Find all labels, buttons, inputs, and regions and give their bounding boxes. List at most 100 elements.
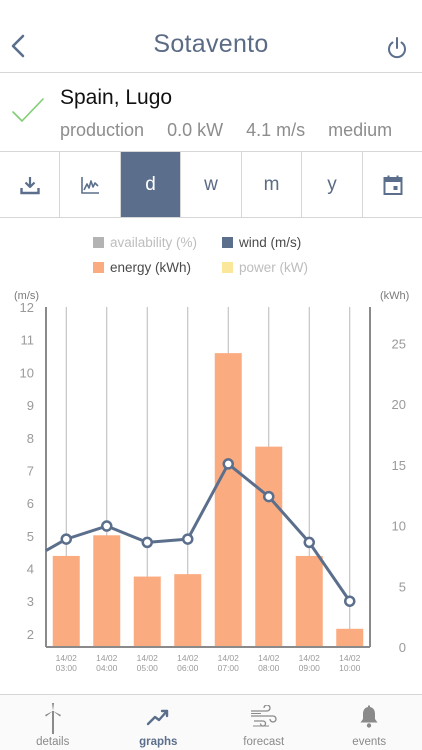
wind-point bbox=[182, 533, 194, 545]
wind-point bbox=[344, 595, 356, 607]
energy-bar bbox=[133, 576, 161, 647]
x-tick-date: 14/02 bbox=[218, 653, 240, 663]
energy-bar bbox=[52, 555, 80, 647]
legend-availability[interactable]: availability (%) bbox=[93, 235, 197, 250]
left-tick-label: 11 bbox=[21, 333, 35, 348]
wind-value: 4.1 m/s bbox=[246, 120, 306, 140]
tab-events[interactable]: events bbox=[317, 695, 422, 750]
wind-turbine-icon bbox=[44, 703, 61, 734]
wind-point bbox=[101, 520, 113, 532]
wind-point bbox=[222, 458, 234, 470]
chevron-left-icon bbox=[11, 34, 25, 58]
x-tick-date: 14/02 bbox=[299, 653, 321, 663]
energy-bar bbox=[295, 555, 323, 647]
energy-bar bbox=[255, 446, 283, 647]
check-icon bbox=[12, 98, 44, 122]
energy-bar bbox=[336, 628, 364, 647]
tab-details[interactable]: details bbox=[0, 695, 106, 750]
right-tick-label: 10 bbox=[392, 519, 406, 534]
left-tick-label: 5 bbox=[27, 529, 34, 544]
left-tick-label: 10 bbox=[20, 365, 34, 380]
power-button[interactable] bbox=[384, 34, 410, 62]
left-tick-label: 12 bbox=[20, 300, 34, 315]
left-tick-label: 3 bbox=[27, 594, 34, 609]
back-button[interactable] bbox=[6, 28, 30, 64]
right-tick-label: 0 bbox=[399, 640, 406, 655]
x-tick-time: 07:00 bbox=[218, 663, 240, 673]
calendar-icon bbox=[383, 175, 402, 195]
wind-point bbox=[263, 490, 275, 503]
bell-icon bbox=[360, 705, 378, 728]
x-tick-time: 05:00 bbox=[137, 663, 159, 673]
level-value: medium bbox=[328, 120, 393, 140]
x-tick-date: 14/02 bbox=[339, 653, 361, 663]
tab-graphs[interactable]: graphs bbox=[106, 695, 212, 750]
left-tick-label: 4 bbox=[27, 562, 34, 577]
legend-power-label: power (kW) bbox=[239, 260, 309, 275]
legend-wind[interactable]: wind (m/s) bbox=[222, 235, 301, 250]
x-tick-time: 04:00 bbox=[96, 663, 118, 673]
page-title: Sotavento bbox=[153, 30, 269, 58]
site-name: Spain, Lugo bbox=[60, 86, 173, 109]
site-stats: production 0.0 kW 4.1 m/s medium bbox=[60, 120, 422, 141]
legend-power[interactable]: power (kW) bbox=[222, 260, 308, 275]
right-tick-label: 25 bbox=[392, 336, 406, 351]
tab-year[interactable]: y bbox=[302, 152, 363, 217]
right-unit-label: (kWh) bbox=[380, 290, 409, 302]
left-tick-label: 7 bbox=[27, 463, 34, 478]
app-header: Sotavento bbox=[0, 0, 422, 73]
x-tick-time: 09:00 bbox=[299, 663, 321, 673]
x-tick-date: 14/02 bbox=[177, 653, 199, 663]
left-unit-label: (m/s) bbox=[14, 290, 39, 302]
chart-type-button[interactable] bbox=[60, 152, 121, 217]
power-icon bbox=[388, 37, 406, 59]
x-tick-time: 03:00 bbox=[56, 663, 78, 673]
wind-point bbox=[60, 533, 72, 545]
x-tick-date: 14/02 bbox=[258, 653, 280, 663]
right-tick-label: 15 bbox=[392, 458, 406, 473]
download-button[interactable] bbox=[0, 152, 60, 217]
tab-week[interactable]: w bbox=[181, 152, 242, 217]
legend-energy[interactable]: energy (kWh) bbox=[93, 260, 191, 275]
wind-point bbox=[141, 536, 153, 549]
left-tick-label: 2 bbox=[27, 627, 34, 642]
tab-forecast[interactable]: forecast bbox=[211, 695, 317, 750]
status-label: production bbox=[60, 120, 145, 140]
x-tick-time: 08:00 bbox=[258, 663, 280, 673]
availability-swatch bbox=[93, 237, 104, 248]
graph-toolbar: d w m y bbox=[0, 151, 422, 218]
right-tick-label: 5 bbox=[399, 579, 406, 594]
power-value: 0.0 kW bbox=[167, 120, 224, 140]
tab-events-label: events bbox=[352, 736, 387, 748]
x-tick-date: 14/02 bbox=[56, 653, 78, 663]
bottom-tab-bar: details graphs forecast events bbox=[0, 694, 422, 750]
left-tick-label: 8 bbox=[27, 431, 34, 446]
tab-graphs-label: graphs bbox=[139, 736, 178, 748]
left-tick-label: 6 bbox=[27, 496, 34, 511]
x-tick-date: 14/02 bbox=[137, 653, 159, 663]
trend-icon bbox=[147, 709, 169, 726]
calendar-button[interactable] bbox=[363, 152, 422, 217]
right-tick-label: 20 bbox=[392, 397, 406, 412]
left-tick-label: 9 bbox=[27, 398, 34, 413]
legend-availability-label: availability (%) bbox=[110, 235, 198, 250]
energy-bar bbox=[214, 353, 242, 647]
wind-forecast-icon bbox=[250, 705, 277, 727]
chart-legend: availability (%) wind (m/s) energy (kWh)… bbox=[0, 233, 422, 279]
tab-details-label: details bbox=[36, 736, 70, 748]
energy-swatch bbox=[93, 262, 104, 273]
tab-day[interactable]: d bbox=[121, 152, 181, 217]
energy-bar bbox=[174, 574, 202, 647]
tab-forecast-label: forecast bbox=[243, 736, 285, 748]
wind-swatch bbox=[222, 237, 233, 248]
tab-month[interactable]: m bbox=[242, 152, 302, 217]
wind-point bbox=[303, 536, 315, 549]
legend-energy-label: energy (kWh) bbox=[110, 260, 192, 275]
chart-line-icon bbox=[81, 176, 99, 194]
x-tick-time: 10:00 bbox=[339, 663, 361, 673]
x-tick-time: 06:00 bbox=[177, 663, 199, 673]
legend-wind-label: wind (m/s) bbox=[239, 235, 302, 250]
download-icon bbox=[19, 176, 40, 194]
x-tick-date: 14/02 bbox=[96, 653, 118, 663]
